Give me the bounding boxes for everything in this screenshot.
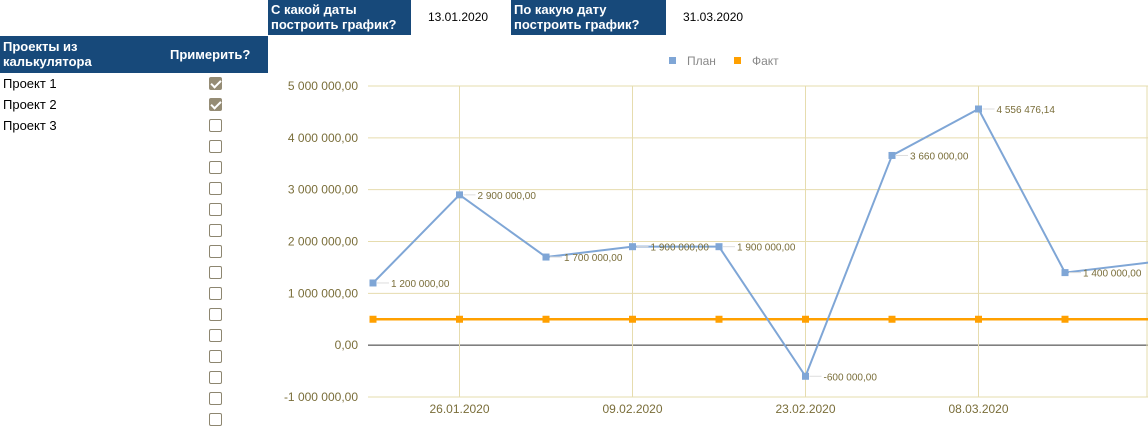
project-checkbox[interactable] <box>209 308 222 321</box>
data-point <box>456 315 463 323</box>
data-point <box>715 243 723 251</box>
data-label: 4 556 476,14 <box>997 105 1056 116</box>
project-label: Проект 1 <box>3 76 57 91</box>
project-checkbox[interactable] <box>209 350 222 363</box>
data-point <box>542 315 550 323</box>
y-tick-label: 4 000 000,00 <box>288 131 358 145</box>
data-point <box>629 243 636 251</box>
data-point <box>542 253 550 261</box>
data-label: 1 700 000,00 <box>564 253 623 264</box>
data-label: 1 900 000,00 <box>651 243 710 254</box>
project-checkbox[interactable] <box>209 224 222 237</box>
project-checkbox[interactable] <box>209 392 222 405</box>
data-point <box>456 191 463 199</box>
project-checkbox[interactable] <box>209 182 222 195</box>
data-point <box>802 372 809 380</box>
project-checkbox[interactable] <box>209 77 222 90</box>
legend-fact-marker <box>734 57 741 64</box>
project-checkbox[interactable] <box>209 98 222 111</box>
legend-fact-label: Факт <box>752 54 779 68</box>
data-point <box>1061 315 1069 323</box>
project-checkbox[interactable] <box>209 266 222 279</box>
project-checkbox[interactable] <box>209 371 222 384</box>
project-checkbox[interactable] <box>209 140 222 153</box>
data-point <box>888 151 896 159</box>
legend-plan-label: План <box>687 54 716 68</box>
projects-column-header: Проекты из калькулятора <box>3 39 92 69</box>
data-point <box>802 315 809 323</box>
data-point <box>369 279 377 287</box>
project-checkbox[interactable] <box>209 119 222 132</box>
data-point <box>888 315 896 323</box>
data-point <box>1061 269 1069 277</box>
to-date-input[interactable]: 31.03.2020 <box>683 10 744 24</box>
project-checkbox[interactable] <box>209 329 222 342</box>
y-tick-label: 1 000 000,00 <box>288 286 358 300</box>
y-tick-label: 2 000 000,00 <box>288 235 358 249</box>
data-point <box>369 315 377 323</box>
projects-header: Проекты из калькулятора Примерить? <box>0 36 268 73</box>
project-checkbox[interactable] <box>209 287 222 300</box>
x-tick-label: 09.02.2020 <box>602 402 662 416</box>
data-label: 3 660 000,00 <box>910 151 969 162</box>
x-tick-label: 26.01.2020 <box>429 402 489 416</box>
project-label: Проект 2 <box>3 97 57 112</box>
data-label: 1 200 000,00 <box>391 279 450 290</box>
series-line-plan <box>372 107 1148 379</box>
apply-column-header: Примерить? <box>170 47 251 62</box>
project-checkbox[interactable] <box>209 203 222 216</box>
data-point <box>715 315 723 323</box>
data-point <box>975 105 982 113</box>
data-label: 1 400 000,00 <box>1083 269 1142 280</box>
data-point <box>975 315 982 323</box>
y-tick-label: 5 000 000,00 <box>288 79 358 93</box>
to-date-label: По какую дату построить график? <box>511 0 666 35</box>
project-checkbox[interactable] <box>209 245 222 258</box>
project-label: Проект 3 <box>3 118 57 133</box>
data-point <box>629 315 636 323</box>
from-date-label: С какой даты построить график? <box>268 0 411 35</box>
x-tick-label: 23.02.2020 <box>775 402 835 416</box>
data-label: 1 900 000,00 <box>737 243 796 254</box>
x-tick-label: 08.03.2020 <box>948 402 1008 416</box>
data-label: -600 000,00 <box>824 372 878 383</box>
y-tick-label: 3 000 000,00 <box>288 183 358 197</box>
project-checkbox[interactable] <box>209 161 222 174</box>
from-date-input[interactable]: 13.01.2020 <box>428 10 489 24</box>
legend-plan-marker <box>669 57 676 64</box>
data-label: 2 900 000,00 <box>478 191 537 202</box>
y-tick-label: -1 000 000,00 <box>284 390 358 404</box>
y-tick-label: 0,00 <box>335 338 359 352</box>
